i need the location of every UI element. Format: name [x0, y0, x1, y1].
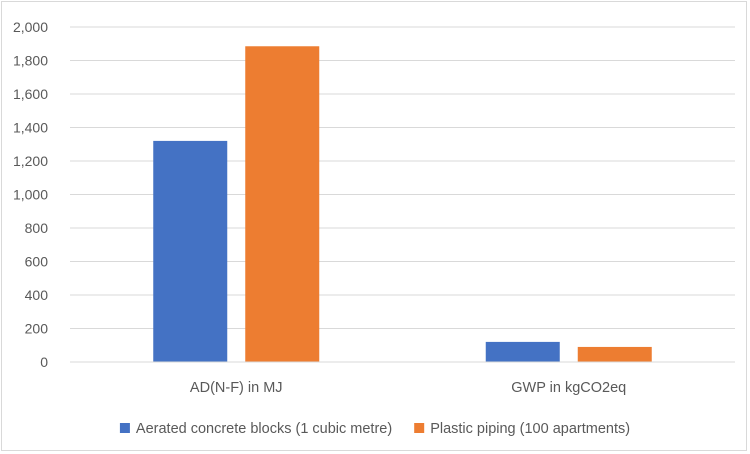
- legend-label: Plastic piping (100 apartments): [430, 421, 630, 437]
- bars: [153, 46, 652, 362]
- y-tick-label: 200: [25, 321, 49, 337]
- y-tick-label: 400: [25, 287, 49, 303]
- y-tick-label: 1,400: [13, 120, 48, 136]
- y-tick-label: 1,000: [13, 187, 48, 203]
- y-tick-label: 1,200: [13, 153, 48, 169]
- legend-label: Aerated concrete blocks (1 cubic metre): [136, 421, 392, 437]
- y-tick-label: 0: [40, 354, 48, 370]
- bar: [577, 346, 652, 362]
- y-tick-label: 1,600: [13, 86, 48, 102]
- bar: [485, 341, 560, 362]
- x-axis-category-labels: AD(N-F) in MJ GWP in kgCO2eq: [190, 380, 626, 396]
- legend-swatch: [414, 423, 425, 433]
- legend: Aerated concrete blocks (1 cubic metre) P…: [119, 421, 630, 437]
- y-tick-label: 1,800: [13, 53, 48, 69]
- x-category-label: AD(N-F) in MJ: [190, 380, 283, 396]
- y-tick-label: 600: [25, 254, 49, 270]
- y-axis-tick-labels: 0 200 400 600 800 1,000 1,200 1,400 1,600 1,800 2,…: [13, 19, 48, 370]
- y-tick-label: 2,000: [13, 19, 48, 35]
- y-tick-label: 800: [25, 220, 49, 236]
- x-category-label: GWP in kgCO2eq: [511, 380, 626, 396]
- legend-swatch: [119, 423, 130, 433]
- bar: [245, 46, 320, 362]
- bar: [153, 140, 228, 362]
